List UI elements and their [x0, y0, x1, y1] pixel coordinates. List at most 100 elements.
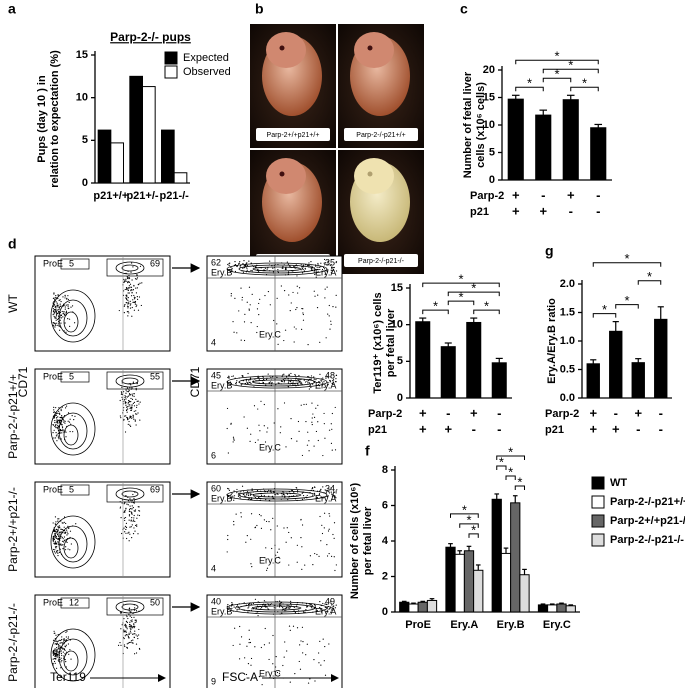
event-dot [294, 374, 296, 376]
event-dot [130, 303, 132, 305]
event-dot [248, 603, 251, 605]
event-dot [301, 568, 303, 570]
event-dot [64, 295, 66, 297]
event-dot [231, 607, 233, 609]
event-dot [67, 548, 69, 550]
contour [58, 299, 88, 337]
event-dot [329, 328, 331, 330]
event-dot [266, 567, 269, 569]
event-dot [243, 416, 245, 418]
event-dot [127, 289, 129, 291]
event-dot [335, 497, 337, 499]
event-dot [62, 642, 64, 644]
event-dot [317, 421, 319, 423]
event-dot [247, 607, 249, 609]
event-dot [59, 416, 61, 419]
y-axis-label: per fetal liver [385, 308, 397, 377]
event-dot [324, 606, 326, 609]
event-dot [247, 663, 250, 665]
event-dot [55, 308, 57, 311]
event-dot [237, 263, 240, 265]
significance-bracket [515, 86, 544, 92]
embryo-eye [367, 171, 373, 177]
event-dot [315, 379, 317, 381]
event-dot [323, 423, 325, 425]
event-dot [250, 538, 252, 540]
y-tick-label: 0 [82, 177, 88, 189]
event-dot [134, 419, 136, 421]
event-dot [328, 488, 330, 490]
event-dot [134, 297, 136, 299]
event-dot [136, 277, 139, 279]
event-dot [54, 299, 56, 301]
genotype-sign: + [512, 203, 520, 218]
event-dot [133, 309, 135, 311]
event-dot [227, 452, 229, 454]
event-dot [60, 667, 62, 669]
event-dot [57, 552, 59, 554]
event-dot [125, 631, 127, 633]
plot-frame [34, 481, 171, 578]
event-dot [257, 376, 259, 378]
bar [415, 321, 431, 399]
event-dot [131, 524, 133, 526]
event-dot [130, 271, 132, 273]
event-dot [317, 270, 319, 272]
event-dot [121, 386, 123, 388]
event-dot [61, 424, 63, 426]
photo-label-box [344, 254, 418, 267]
event-dot [248, 606, 250, 608]
event-dot [273, 670, 275, 672]
event-dot [58, 438, 60, 440]
event-dot [131, 398, 134, 400]
event-dot [64, 539, 66, 541]
event-dot [130, 406, 132, 408]
event-dot [54, 649, 56, 651]
event-dot [57, 533, 59, 535]
event-dot [68, 301, 70, 304]
event-dot [230, 383, 232, 385]
event-dot [63, 536, 66, 538]
event-dot [258, 496, 260, 499]
event-dot [269, 450, 271, 452]
event-dot [286, 493, 289, 495]
genotype-sign: - [596, 187, 600, 202]
event-dot [251, 293, 253, 295]
gate-value: 69 [150, 484, 160, 494]
event-dot [135, 287, 137, 289]
event-dot [127, 635, 129, 638]
event-dot [324, 264, 326, 266]
event-dot [314, 295, 316, 297]
event-dot [297, 379, 300, 381]
bar [491, 362, 507, 399]
event-dot [131, 616, 133, 619]
significance-bracket [422, 282, 500, 288]
event-dot [54, 297, 56, 299]
embryo-eye [279, 171, 285, 177]
event-dot [243, 321, 246, 323]
contour [238, 264, 316, 274]
event-dot [283, 494, 285, 496]
event-dot [302, 268, 304, 271]
event-dot [134, 524, 137, 527]
event-dot [258, 513, 261, 516]
event-dot [258, 675, 261, 678]
event-dot [265, 547, 267, 549]
event-dot [120, 391, 122, 393]
event-dot [57, 646, 60, 648]
event-dot [263, 403, 265, 406]
event-dot [283, 527, 285, 529]
event-dot [302, 319, 305, 321]
event-dot [308, 382, 310, 384]
significance-star: * [527, 76, 532, 91]
event-dot [278, 672, 281, 674]
event-dot [275, 554, 277, 556]
event-dot [282, 606, 284, 609]
bar [97, 129, 112, 184]
event-dot [54, 654, 57, 656]
event-dot [132, 520, 134, 522]
event-dot [309, 678, 311, 680]
contour [252, 379, 302, 385]
event-dot [272, 376, 274, 378]
event-dot [55, 650, 57, 652]
